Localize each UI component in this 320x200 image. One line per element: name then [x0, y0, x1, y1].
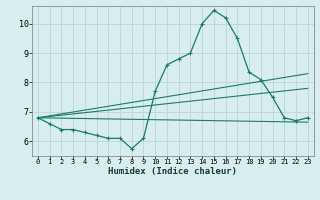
X-axis label: Humidex (Indice chaleur): Humidex (Indice chaleur) — [108, 167, 237, 176]
